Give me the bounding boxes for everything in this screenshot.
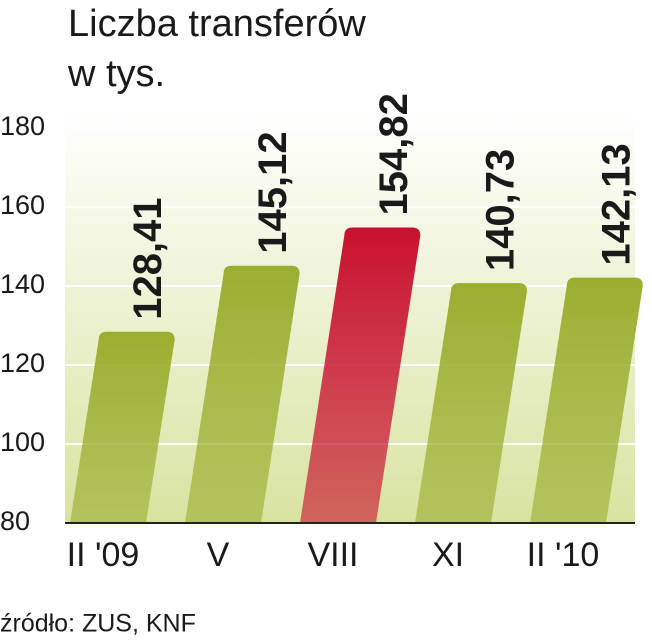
chart-title: Liczba transferów — [68, 3, 366, 45]
x-tick-label: II '09 — [67, 536, 140, 574]
value-label: 140,73 — [479, 149, 523, 271]
x-tick-label: II '10 — [527, 536, 600, 574]
bar — [185, 265, 300, 523]
x-tick-label: V — [207, 536, 230, 574]
y-tick-label: 80 — [0, 506, 30, 536]
bar — [70, 331, 175, 523]
chart-title: w tys. — [67, 53, 165, 95]
value-label: 145,12 — [251, 131, 295, 253]
y-tick-label: 180 — [0, 111, 45, 141]
value-label: 154,82 — [372, 93, 416, 215]
bar — [530, 277, 643, 523]
x-tick-label: VIII — [307, 536, 358, 574]
y-tick-label: 160 — [0, 190, 45, 220]
bar — [415, 283, 527, 523]
value-label: 128,41 — [126, 197, 170, 319]
value-label: 142,13 — [594, 143, 638, 265]
y-tick-label: 140 — [0, 269, 45, 299]
bar — [300, 227, 421, 523]
x-tick-label: XI — [432, 536, 464, 574]
source: źródło: ZUS, KNF — [0, 610, 196, 638]
y-tick-label: 120 — [0, 348, 45, 378]
y-tick-label: 100 — [0, 427, 45, 457]
